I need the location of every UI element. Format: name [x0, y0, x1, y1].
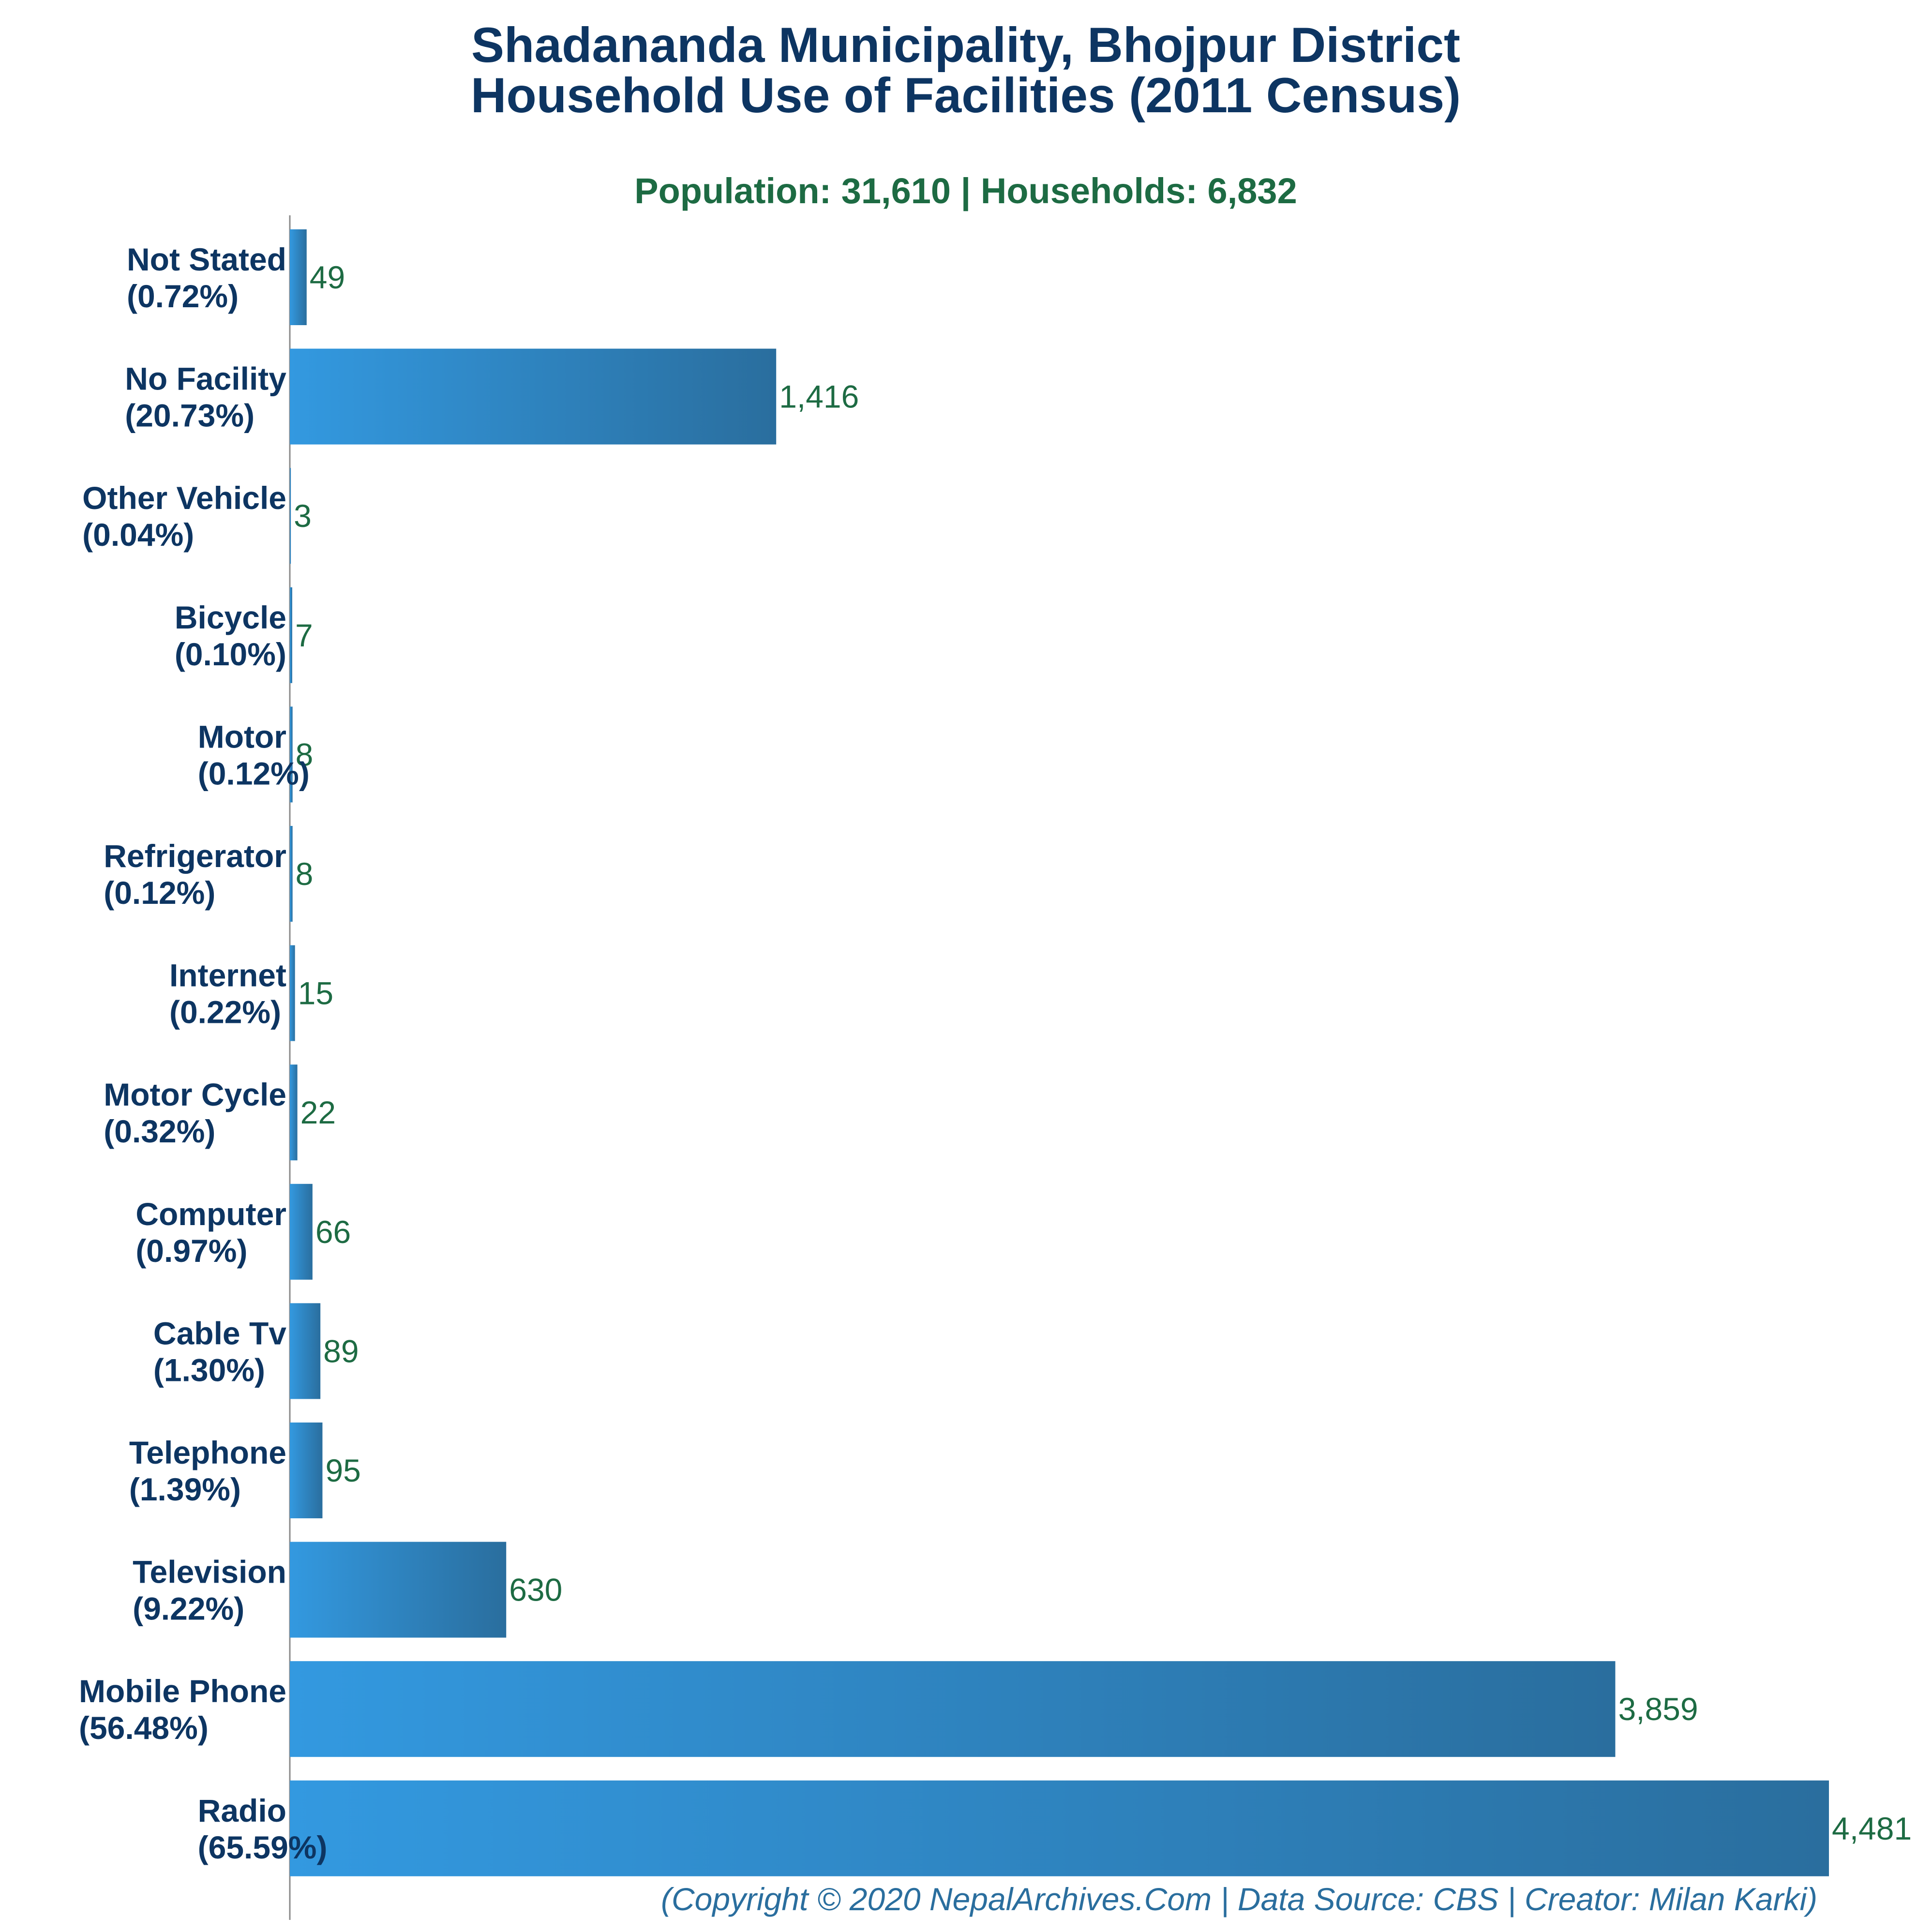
bar-motor-cycle	[290, 1064, 298, 1161]
category-label: Television	[133, 1554, 286, 1590]
value-label: 630	[509, 1572, 562, 1608]
category-label: Other Vehicle	[82, 480, 286, 516]
bar-television	[290, 1542, 507, 1638]
category-percent-label: (0.32%)	[104, 1113, 215, 1149]
value-label: 95	[325, 1453, 360, 1488]
category-label: Radio	[198, 1793, 286, 1828]
chart-title: Shadananda Municipality, Bhojpur Distric…	[471, 17, 1460, 73]
chart-title-line2: Household Use of Facilities (2011 Census…	[471, 68, 1461, 123]
category-percent-label: (56.48%)	[79, 1710, 209, 1746]
value-label: 8	[296, 856, 314, 892]
bar-bicycle	[290, 587, 292, 683]
bar-telephone	[290, 1423, 323, 1518]
bar-computer	[290, 1183, 313, 1280]
value-label: 89	[323, 1333, 359, 1369]
bar-radio	[290, 1780, 1829, 1876]
category-percent-label: (20.73%)	[125, 398, 255, 434]
value-label: 7	[295, 617, 313, 653]
bar-refrigerator	[290, 826, 293, 922]
value-label: 66	[315, 1214, 351, 1250]
category-label: Computer	[135, 1196, 286, 1232]
category-percent-label: (1.39%)	[129, 1471, 241, 1507]
value-label: 3,859	[1618, 1691, 1698, 1727]
chart-subtitle: Population: 31,610 | Households: 6,832	[634, 171, 1297, 211]
bar-mobile-phone	[290, 1661, 1616, 1757]
bar-motor	[290, 706, 293, 803]
category-label: Motor Cycle	[104, 1077, 286, 1112]
bar-no-facility	[290, 348, 777, 445]
value-label: 1,416	[779, 379, 859, 415]
category-label: Internet	[169, 958, 286, 993]
category-label: No Facility	[125, 361, 286, 397]
value-label: 3	[294, 498, 312, 534]
value-label: 49	[310, 259, 345, 295]
category-percent-label: (0.97%)	[135, 1233, 247, 1269]
category-label: Cable Tv	[153, 1315, 286, 1351]
category-percent-label: (0.04%)	[82, 517, 194, 553]
value-label: 15	[298, 975, 333, 1011]
category-percent-label: (65.59%)	[198, 1829, 328, 1865]
bar-other-vehicle	[290, 468, 291, 564]
value-label: 22	[300, 1094, 336, 1130]
bar-internet	[290, 945, 295, 1041]
category-percent-label: (9.22%)	[133, 1591, 244, 1627]
value-label: 4,481	[1832, 1811, 1912, 1846]
category-label: Motor	[198, 719, 286, 754]
value-label: 8	[296, 736, 314, 772]
chart-footer: (Copyright © 2020 NepalArchives.Com | Da…	[661, 1881, 1817, 1918]
bar-cable-tv	[290, 1303, 321, 1399]
category-label: Not Stated	[127, 241, 286, 277]
category-percent-label: (0.12%)	[198, 755, 310, 791]
category-percent-label: (0.72%)	[127, 278, 239, 314]
category-label: Refrigerator	[104, 838, 286, 874]
category-label: Telephone	[129, 1435, 286, 1470]
category-label: Bicycle	[175, 599, 286, 635]
category-percent-label: (0.12%)	[104, 875, 215, 911]
category-percent-label: (1.30%)	[153, 1352, 265, 1388]
category-label: Mobile Phone	[79, 1673, 286, 1709]
category-percent-label: (0.10%)	[175, 636, 286, 672]
category-percent-label: (0.22%)	[169, 994, 281, 1030]
bar-not-stated	[290, 229, 307, 325]
bars-group: 49 Not Stated(0.72%) 1,416 No Facility(20.7…	[79, 229, 1912, 1876]
